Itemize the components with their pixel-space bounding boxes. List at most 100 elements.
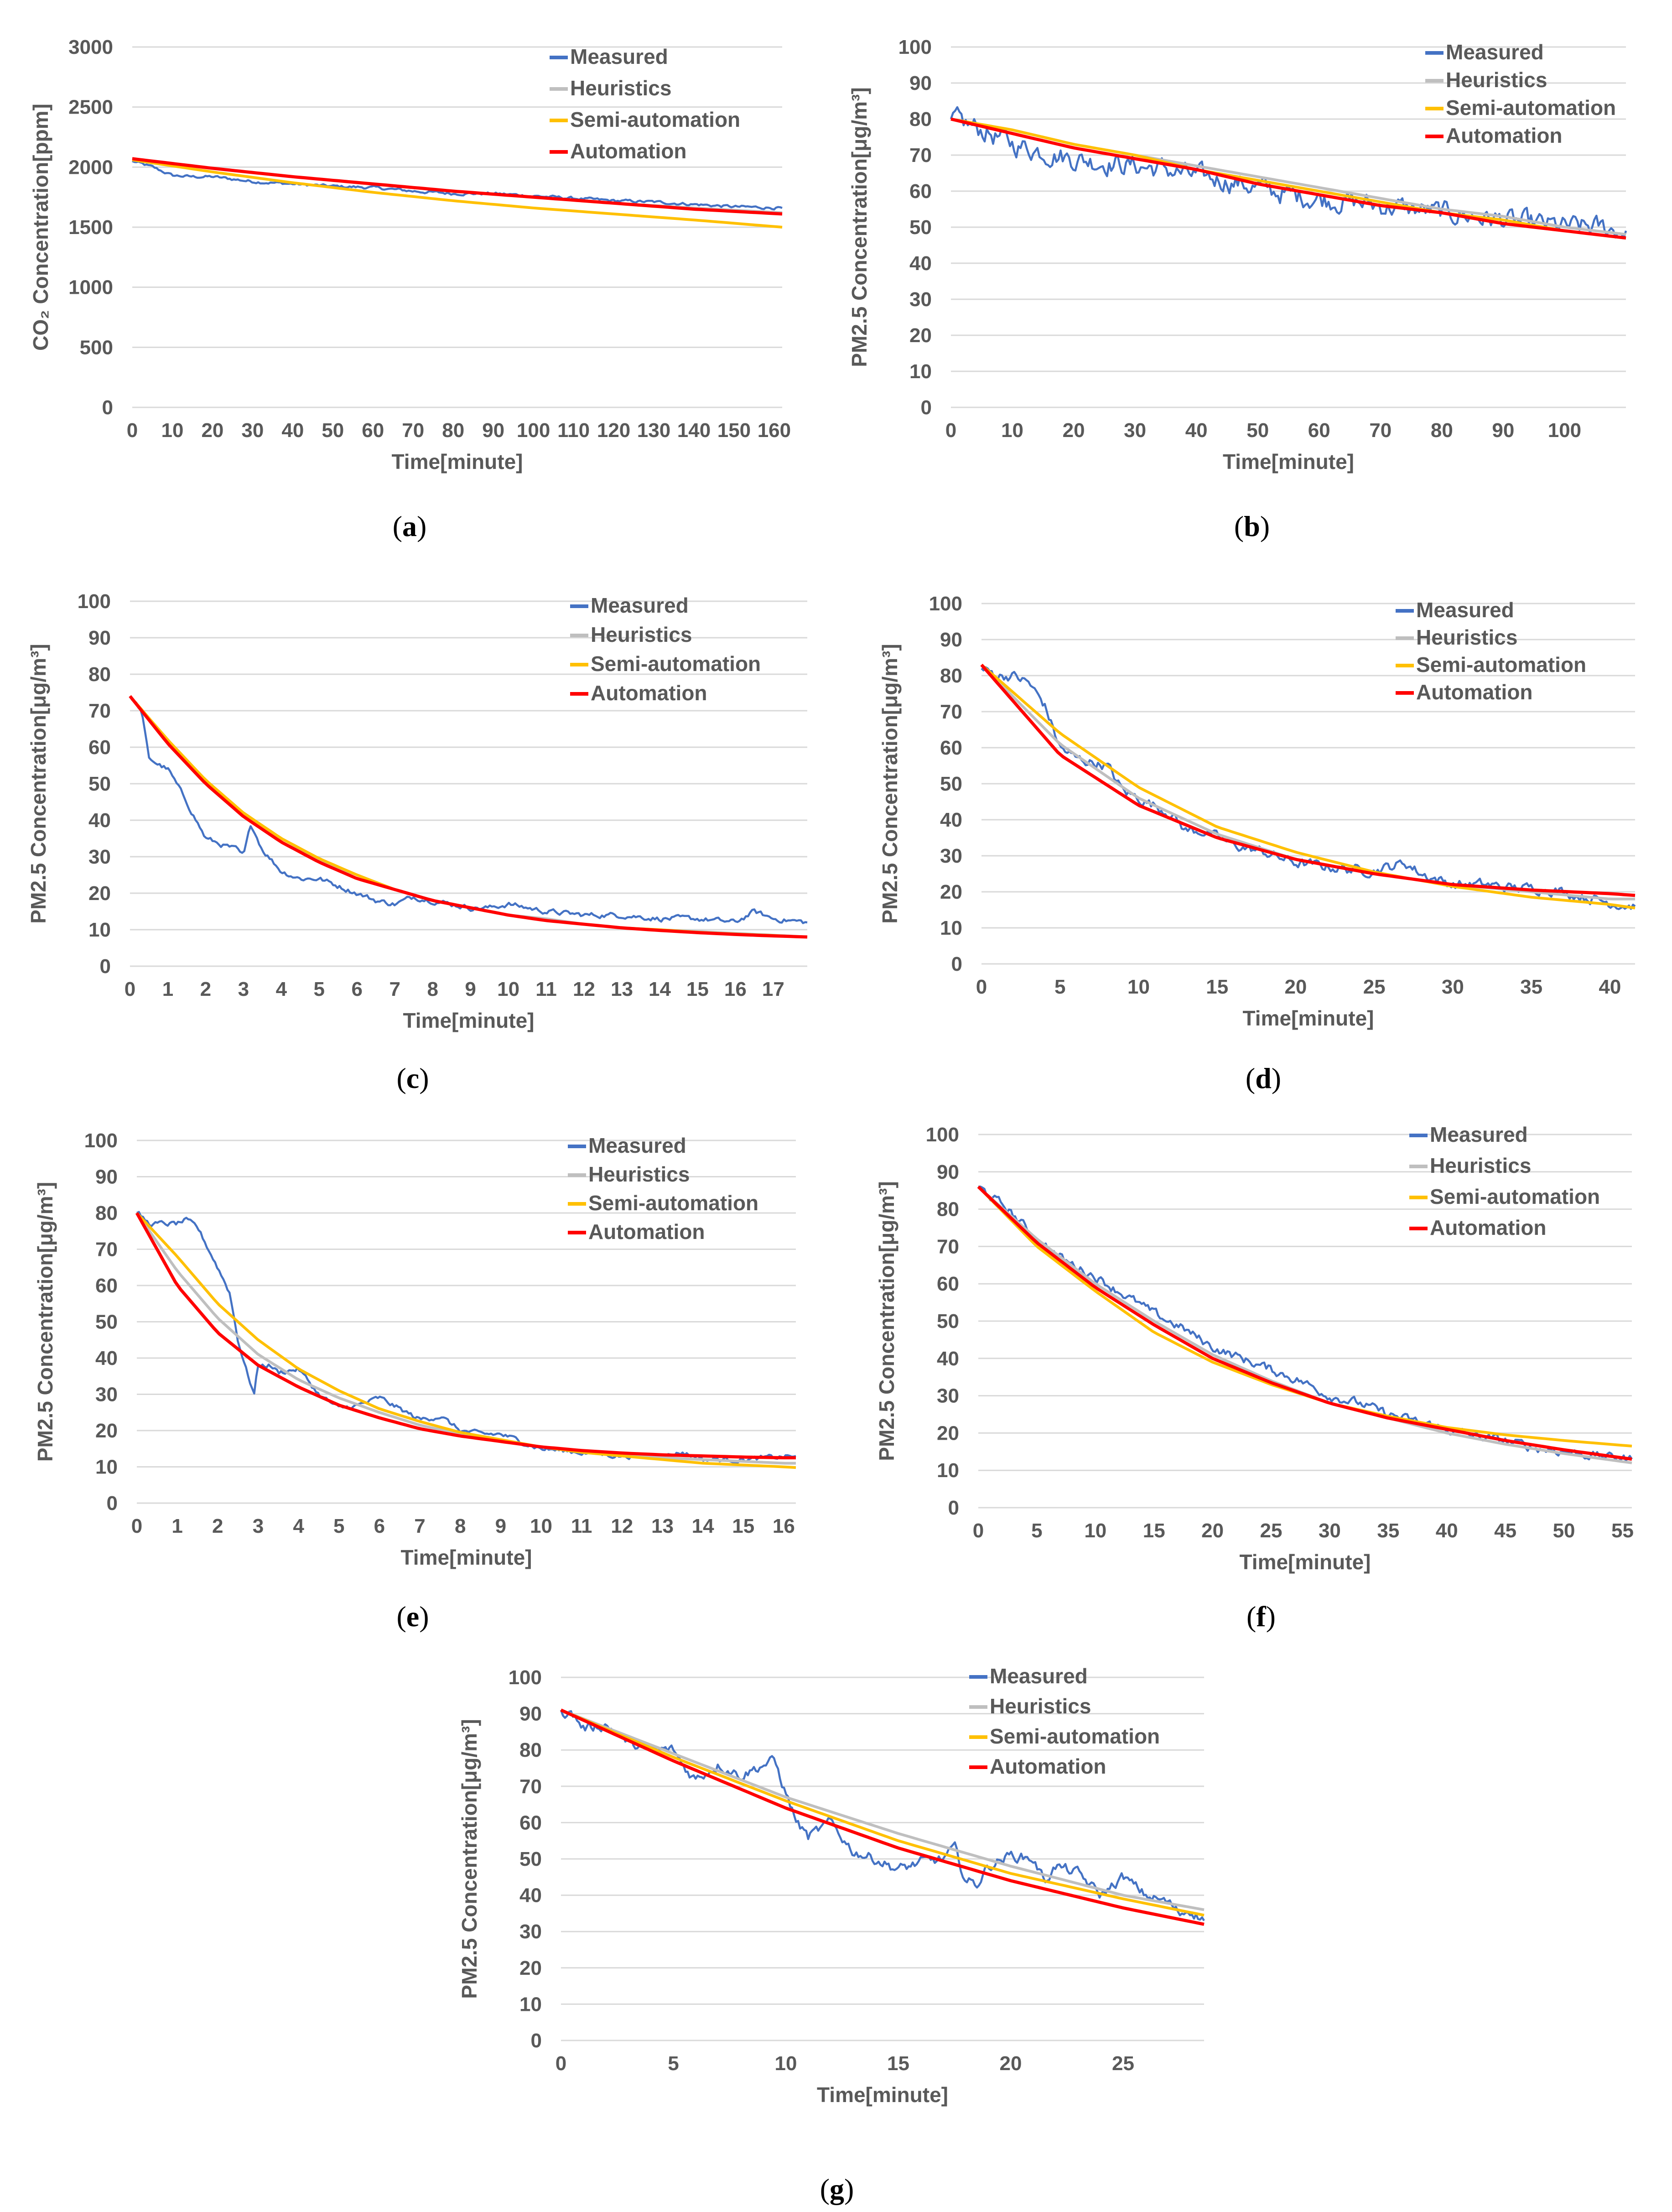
- legend-label: Heuristics: [588, 1162, 690, 1186]
- x-tick-label: 15: [887, 2052, 909, 2075]
- y-tick-label: 20: [519, 1957, 542, 1979]
- legend-label: Heuristics: [570, 76, 671, 100]
- panel-caption: (c): [396, 1062, 429, 1094]
- y-tick-label: 1000: [68, 276, 113, 299]
- y-tick-label: 10: [909, 360, 932, 383]
- y-tick-label: 20: [909, 324, 932, 347]
- chart-panel-g: 0 10 20 30 40 50 60 70 80 90 100 0 5 10 15 20 25 Time[min…: [457, 1664, 1205, 2205]
- chart-panel-a: 0 500 1000 1500 2000 2500 3000 0 10 20 30 40 50 60 70 8…: [29, 36, 791, 542]
- legend-label: Heuristics: [990, 1694, 1091, 1718]
- x-axis-label: Time[minute]: [401, 1546, 532, 1569]
- caption-open-paren: (: [820, 2173, 830, 2205]
- series-line-semi-automation: [981, 664, 1636, 910]
- y-tick-label: 60: [909, 180, 932, 203]
- y-tick-label: 50: [519, 1848, 542, 1870]
- x-tick-label: 30: [1442, 976, 1464, 998]
- x-tick-label: 8: [427, 978, 438, 1000]
- y-tick-label: 90: [937, 1161, 959, 1183]
- legend-label: Measured: [1430, 1123, 1528, 1146]
- y-tick-label: 30: [519, 1921, 542, 1943]
- caption-close-paren: ): [417, 510, 426, 542]
- chart-panel-d: 0 10 20 30 40 50 60 70 80 90 100 0 5 10 15 20 25 30 35 40 Ti…: [878, 593, 1636, 1094]
- series-line-automation: [980, 664, 1636, 897]
- y-tick-label: 70: [909, 144, 932, 167]
- y-tick-label: 70: [95, 1239, 118, 1261]
- y-axis-label: PM2.5 Concentration[μg/m³]: [457, 1719, 481, 1999]
- y-tick-label: 90: [940, 629, 962, 651]
- panel-caption: (e): [396, 1600, 429, 1633]
- x-tick-label: 3: [253, 1515, 264, 1537]
- y-tick-label: 30: [95, 1384, 118, 1406]
- legend-label: Semi-automation: [1416, 653, 1586, 677]
- caption-letter: f: [1256, 1600, 1266, 1633]
- y-tick-label: 2000: [68, 156, 113, 178]
- y-tick-label: 50: [95, 1311, 118, 1333]
- x-tick-label: 90: [482, 419, 504, 442]
- y-tick-label: 2500: [68, 96, 113, 119]
- x-tick-label: 2: [200, 978, 211, 1000]
- y-tick-label: 30: [940, 845, 962, 867]
- caption-letter: a: [402, 510, 417, 542]
- y-tick-label: 60: [519, 1811, 542, 1834]
- y-tick-label: 60: [95, 1275, 118, 1297]
- x-tick-label: 11: [571, 1515, 592, 1537]
- x-tick-label: 70: [1369, 419, 1392, 442]
- series-line-semi-automation: [560, 1708, 1205, 1917]
- x-tick-label: 13: [651, 1515, 674, 1537]
- y-tick-label: 70: [88, 700, 111, 722]
- y-tick-label: 1500: [68, 216, 113, 239]
- legend-label: Heuristics: [1446, 68, 1547, 92]
- legend-label: Automation: [1430, 1216, 1547, 1239]
- x-tick-label: 10: [775, 2052, 797, 2075]
- x-tick-label: 10: [161, 419, 183, 442]
- y-tick-label: 0: [531, 2030, 542, 2052]
- x-tick-label: 1: [171, 1515, 182, 1537]
- x-tick-label: 20: [1000, 2052, 1022, 2075]
- y-tick-label: 70: [937, 1235, 959, 1258]
- x-tick-label: 2: [212, 1515, 223, 1537]
- x-tick-label: 70: [402, 419, 424, 442]
- y-tick-label: 3000: [68, 36, 113, 58]
- chart-panel-f: 0 10 20 30 40 50 60 70 80 90 100 0 5 10 15 20 25 30 35 40 45…: [875, 1123, 1634, 1633]
- x-tick-label: 16: [773, 1515, 795, 1537]
- y-tick-label: 0: [102, 396, 113, 419]
- y-tick-label: 500: [80, 336, 113, 359]
- y-tick-label: 90: [519, 1703, 542, 1725]
- x-tick-label: 90: [1492, 419, 1514, 442]
- x-tick-label: 40: [1185, 419, 1208, 442]
- series-line-semi-automation: [950, 118, 1626, 239]
- x-tick-label: 3: [238, 978, 249, 1000]
- y-axis-label: PM2.5 Concentration[μg/m³]: [878, 644, 902, 923]
- caption-close-paren: ): [1266, 1600, 1276, 1633]
- x-tick-label: 40: [1599, 976, 1621, 998]
- x-tick-label: 60: [1308, 419, 1330, 442]
- x-tick-label: 15: [732, 1515, 754, 1537]
- series-line-measured: [136, 1211, 796, 1464]
- x-tick-label: 50: [1246, 419, 1269, 442]
- caption-letter: e: [406, 1600, 419, 1633]
- y-tick-label: 10: [940, 917, 962, 939]
- legend-label: Measured: [570, 45, 668, 68]
- y-tick-label: 20: [95, 1420, 118, 1442]
- caption-open-paren: (: [1246, 1062, 1255, 1094]
- chart-panel-b: 0 10 20 30 40 50 60 70 80 90 100 0 10 20 30 40 50 60 70 80 9…: [847, 36, 1627, 542]
- series-line-automation: [560, 1708, 1205, 1926]
- legend-label: Heuristics: [1430, 1154, 1531, 1177]
- x-tick-label: 4: [293, 1515, 304, 1537]
- panel-caption: (g): [820, 2173, 854, 2205]
- y-tick-label: 40: [88, 809, 111, 832]
- y-tick-label: 40: [909, 252, 932, 275]
- caption-letter: c: [406, 1062, 419, 1094]
- series-line-automation: [135, 1212, 796, 1460]
- series-line-heuristics: [980, 664, 1635, 900]
- y-tick-label: 20: [940, 881, 962, 903]
- y-tick-label: 80: [940, 665, 962, 687]
- y-tick-label: 70: [519, 1775, 542, 1798]
- y-axis-label: PM2.5 Concentration[μg/m³]: [33, 1182, 57, 1462]
- x-tick-label: 0: [556, 2052, 566, 2075]
- x-tick-label: 140: [677, 419, 711, 442]
- y-tick-label: 80: [95, 1202, 118, 1224]
- caption-close-paren: ): [419, 1062, 429, 1094]
- legend-label: Measured: [1416, 598, 1514, 622]
